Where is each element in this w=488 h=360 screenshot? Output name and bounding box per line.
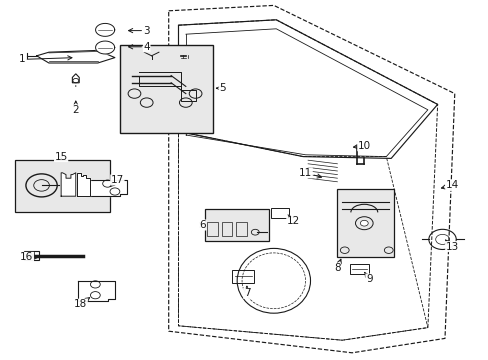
Text: 12: 12: [286, 215, 300, 226]
Text: 7: 7: [243, 286, 250, 298]
FancyBboxPatch shape: [15, 160, 110, 212]
Polygon shape: [96, 41, 115, 54]
Polygon shape: [37, 50, 115, 63]
FancyBboxPatch shape: [337, 189, 393, 257]
Text: 3: 3: [128, 26, 150, 36]
Text: 14: 14: [441, 180, 458, 190]
Polygon shape: [61, 173, 76, 196]
Bar: [24, 251, 39, 260]
Text: 1: 1: [19, 54, 72, 64]
Bar: [232, 270, 254, 283]
Text: 4: 4: [128, 42, 150, 52]
Circle shape: [26, 253, 33, 258]
Text: 17: 17: [110, 175, 124, 186]
Bar: [349, 264, 368, 274]
FancyBboxPatch shape: [120, 45, 212, 133]
Text: 15: 15: [54, 152, 68, 162]
Polygon shape: [78, 281, 115, 301]
Text: 18: 18: [74, 298, 89, 309]
Circle shape: [360, 220, 367, 226]
Text: 6: 6: [199, 220, 206, 230]
Bar: [236, 222, 246, 236]
Text: 8: 8: [333, 259, 341, 273]
Text: 16: 16: [20, 252, 38, 262]
Text: 13: 13: [445, 240, 458, 252]
Bar: [271, 208, 288, 218]
Text: 5: 5: [216, 83, 225, 93]
FancyBboxPatch shape: [205, 209, 268, 241]
Text: 11: 11: [298, 168, 321, 178]
Text: 2: 2: [72, 101, 79, 115]
Bar: [206, 222, 217, 236]
Bar: [221, 222, 232, 236]
Polygon shape: [96, 23, 115, 36]
Polygon shape: [85, 180, 127, 196]
Text: 10: 10: [353, 141, 370, 151]
Text: 9: 9: [364, 272, 372, 284]
Polygon shape: [77, 173, 90, 196]
